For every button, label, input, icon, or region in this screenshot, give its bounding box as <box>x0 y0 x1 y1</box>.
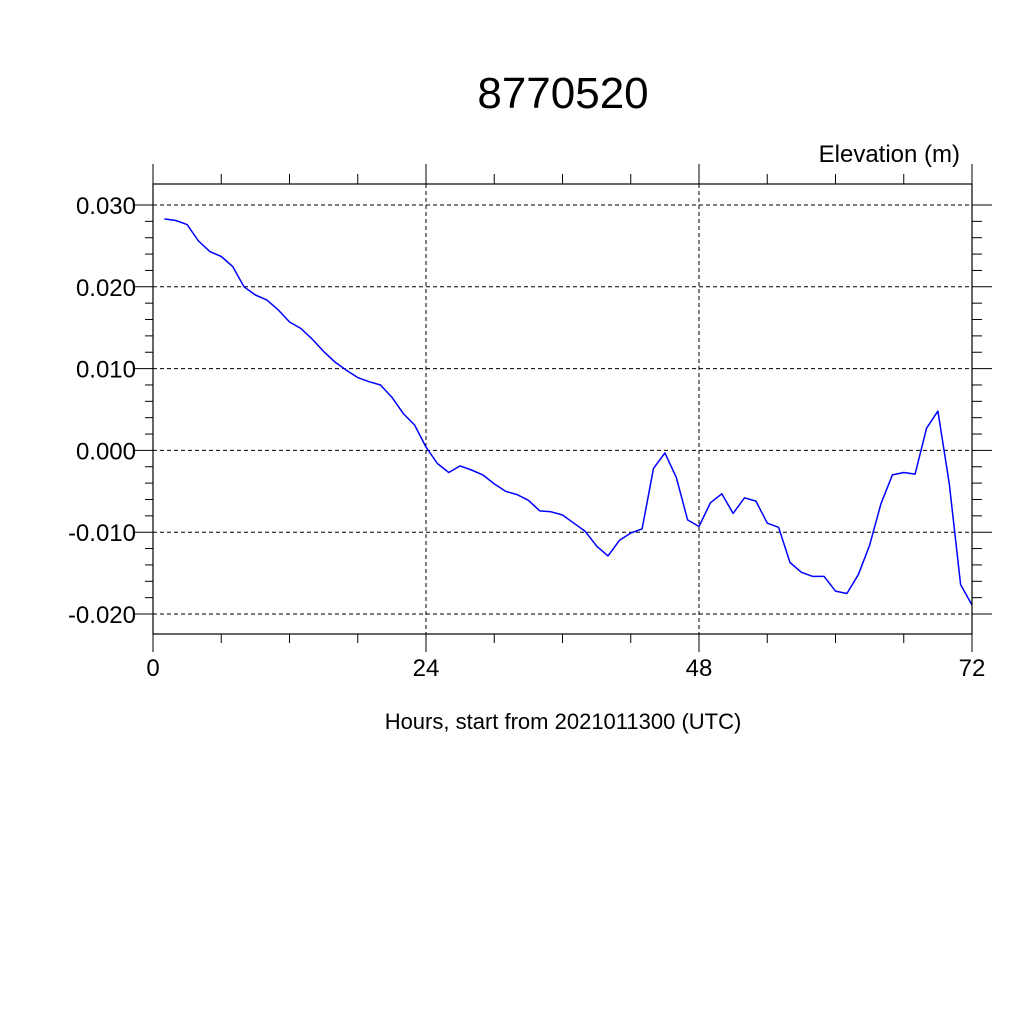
y-tick-label: 0.030 <box>76 193 136 220</box>
grid-lines <box>152 184 973 634</box>
plot-frame <box>152 183 973 635</box>
x-tick-label: 24 <box>413 655 440 682</box>
x-axis-label: Hours, start from 2021011300 (UTC) <box>385 709 742 734</box>
y-tick-label: -0.020 <box>68 602 136 629</box>
x-tick-label: 48 <box>686 655 713 682</box>
y-tick-label: -0.010 <box>68 520 136 547</box>
data-series <box>164 218 973 606</box>
tick-labels: 0.030 0.020 0.010 0.000 -0.010 -0.020 0 24 48 72 <box>68 193 985 682</box>
y-axis-label: Elevation (m) <box>819 141 960 168</box>
x-tick-label: 72 <box>959 655 986 682</box>
series-line <box>164 218 973 606</box>
chart-title: 8770520 <box>477 69 648 118</box>
y-tick-label: 0.010 <box>76 357 136 384</box>
axis-ticks <box>135 164 992 652</box>
y-tick-label: 0.020 <box>76 275 136 302</box>
y-tick-label: 0.000 <box>76 438 136 465</box>
x-tick-label: 0 <box>146 655 159 682</box>
